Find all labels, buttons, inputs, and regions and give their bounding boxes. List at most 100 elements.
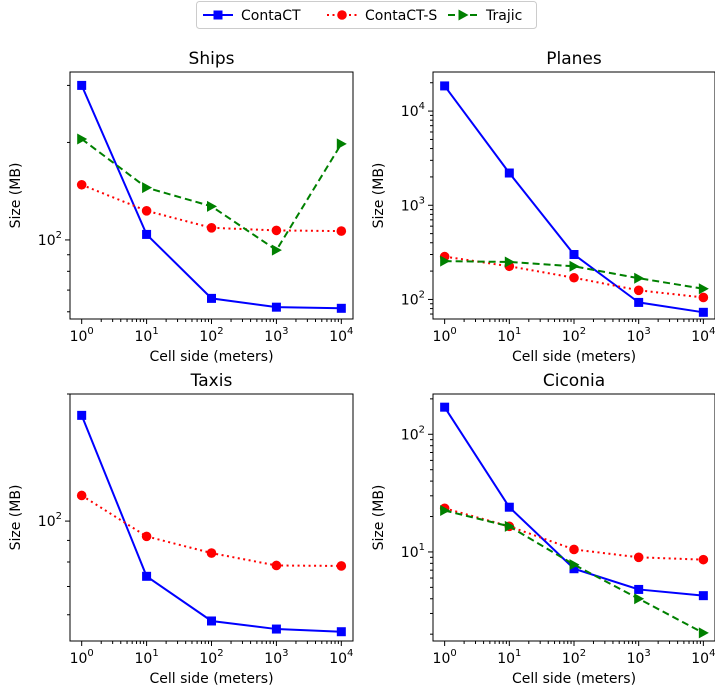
data-point xyxy=(271,244,282,256)
data-point xyxy=(633,552,644,563)
x-tick-label: 101 xyxy=(134,648,158,667)
series-trajic xyxy=(440,505,709,639)
data-point xyxy=(271,225,282,236)
x-axis-label: Cell side (meters) xyxy=(149,349,273,365)
series-line xyxy=(80,414,342,633)
data-point xyxy=(440,255,451,267)
data-point xyxy=(698,627,709,639)
data-point xyxy=(440,402,450,412)
panel-title: Ships xyxy=(189,49,235,69)
y-tick-label: 102 xyxy=(401,289,425,308)
data-point xyxy=(569,272,579,283)
data-point xyxy=(336,627,346,637)
x-axis-label: Cell side (meters) xyxy=(512,349,636,365)
x-tick-label: 103 xyxy=(264,326,288,345)
data-point xyxy=(142,182,153,194)
data-point xyxy=(634,593,645,605)
data-point xyxy=(504,520,515,532)
panels: Ships 100 101 102 103 104 102 Cell side (meters… xyxy=(8,49,715,687)
panel-ciconia: Ciconia 100 101 102 103 104 101 102 Cell side (m… xyxy=(371,371,715,687)
series-trajic xyxy=(440,255,709,295)
y-tick-label: 104 xyxy=(401,101,425,120)
y-tick-label: 101 xyxy=(401,542,425,561)
data-point xyxy=(336,138,347,150)
plot-frame xyxy=(432,393,715,642)
data-point xyxy=(634,584,644,594)
x-tick-label: 103 xyxy=(627,326,651,345)
data-point xyxy=(634,272,645,284)
legend-label: ContaCT xyxy=(241,8,301,24)
x-tick-label: 100 xyxy=(70,326,94,345)
data-point xyxy=(207,293,216,303)
data-point xyxy=(336,226,347,236)
panel-title: Taxis xyxy=(190,371,233,391)
series-contact-s xyxy=(76,490,347,571)
data-point xyxy=(271,624,281,634)
legend-marker-contact-s xyxy=(337,10,347,20)
panel-title: Ciconia xyxy=(543,371,605,391)
series-contact xyxy=(440,81,708,317)
plot-frame xyxy=(69,393,354,642)
x-tick-label: 102 xyxy=(199,648,223,667)
data-point xyxy=(207,616,216,626)
data-point xyxy=(76,490,87,501)
data-point xyxy=(698,283,709,295)
x-tick-label: 104 xyxy=(691,326,715,345)
y-axis-label: Size (MB) xyxy=(8,163,24,229)
panel-title: Planes xyxy=(546,49,602,69)
series-trajic xyxy=(77,133,347,256)
legend: ContaCT ContaCT-S Trajic xyxy=(196,1,537,29)
data-point xyxy=(76,179,87,190)
data-point xyxy=(77,133,88,145)
data-point xyxy=(698,554,709,565)
series-contact-s xyxy=(439,503,709,565)
data-point xyxy=(207,200,217,212)
data-point xyxy=(141,206,152,216)
x-tick-label: 101 xyxy=(134,326,158,345)
x-tick-label: 104 xyxy=(329,648,353,667)
data-point xyxy=(271,302,281,312)
x-tick-label: 102 xyxy=(199,326,223,345)
legend-box xyxy=(196,1,537,29)
data-point xyxy=(634,297,644,307)
panel-taxis: Taxis 100 101 102 103 104 102 Cell side (meters… xyxy=(8,371,354,687)
x-tick-label: 103 xyxy=(264,648,288,667)
x-tick-label: 100 xyxy=(433,648,457,667)
legend-label: ContaCT-S xyxy=(365,8,437,24)
data-point xyxy=(569,559,580,571)
x-tick-label: 102 xyxy=(562,326,586,345)
y-axis-label: Size (MB) xyxy=(371,163,387,229)
y-axis-label: Size (MB) xyxy=(371,485,387,551)
data-point xyxy=(336,303,346,313)
data-point xyxy=(698,591,708,601)
data-point xyxy=(504,168,514,178)
series-contact-s xyxy=(76,179,347,236)
y-tick-label: 103 xyxy=(401,195,425,214)
x-tick-label: 104 xyxy=(691,648,715,667)
panel-planes: Planes 100 101 102 103 104 102 103 104 Cell side … xyxy=(371,49,715,365)
series-contact xyxy=(440,402,708,601)
legend-marker-contact xyxy=(213,10,223,20)
data-point xyxy=(569,544,579,555)
x-tick-label: 102 xyxy=(562,648,586,667)
data-point xyxy=(440,505,451,517)
legend-marker-trajic xyxy=(458,9,469,21)
data-point xyxy=(336,561,347,571)
x-axis-label: Cell side (meters) xyxy=(512,671,636,687)
series-contact-s xyxy=(439,251,709,303)
legend-label: Trajic xyxy=(485,8,522,24)
series-contact xyxy=(77,80,346,313)
series-line xyxy=(80,85,342,310)
data-point xyxy=(206,223,217,233)
y-axis-label: Size (MB) xyxy=(8,485,24,551)
data-point xyxy=(440,81,450,91)
x-tick-label: 100 xyxy=(70,648,94,667)
data-point xyxy=(271,560,282,571)
data-point xyxy=(569,250,579,260)
data-point xyxy=(504,502,514,512)
data-point xyxy=(142,571,152,581)
data-point xyxy=(206,548,217,558)
series-contact xyxy=(77,410,346,637)
panel-ships: Ships 100 101 102 103 104 102 Cell side (meters… xyxy=(8,49,354,365)
